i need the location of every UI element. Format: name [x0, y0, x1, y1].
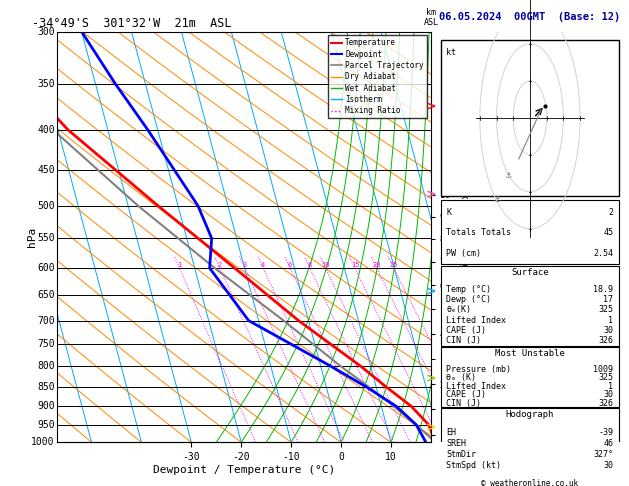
Text: 3: 3: [243, 262, 247, 268]
Text: 325: 325: [598, 373, 613, 382]
Text: 25: 25: [389, 262, 398, 268]
Text: Temp (°C): Temp (°C): [447, 285, 491, 294]
Text: hPa: hPa: [27, 227, 37, 247]
Text: 300: 300: [37, 27, 55, 36]
Text: 30: 30: [603, 461, 613, 470]
Text: 400: 400: [37, 125, 55, 135]
Text: 350: 350: [37, 79, 55, 89]
Text: 8: 8: [308, 262, 312, 268]
Text: >: >: [426, 421, 436, 434]
Text: -39: -39: [598, 428, 613, 437]
Text: K: K: [447, 208, 452, 217]
Text: 327°: 327°: [593, 450, 613, 459]
Text: StmDir: StmDir: [447, 450, 476, 459]
Text: 650: 650: [37, 290, 55, 300]
Text: 600: 600: [37, 263, 55, 273]
Text: Lifted Index: Lifted Index: [447, 382, 506, 391]
Text: © weatheronline.co.uk: © weatheronline.co.uk: [481, 479, 579, 486]
Text: 45: 45: [603, 228, 613, 237]
Text: 900: 900: [37, 401, 55, 411]
Text: 326: 326: [598, 399, 613, 408]
Text: 1: 1: [608, 382, 613, 391]
Text: 30: 30: [603, 390, 613, 399]
Text: EH: EH: [447, 428, 457, 437]
Text: 325: 325: [598, 305, 613, 314]
Text: θₑ(K): θₑ(K): [447, 305, 471, 314]
Text: 500: 500: [37, 201, 55, 211]
Y-axis label: Mixing Ratio (g/kg): Mixing Ratio (g/kg): [459, 181, 469, 293]
Text: 950: 950: [37, 420, 55, 430]
Text: 800: 800: [37, 361, 55, 371]
Text: 1: 1: [177, 262, 182, 268]
Text: Surface: Surface: [511, 268, 548, 277]
Text: 17: 17: [603, 295, 613, 304]
Text: Pressure (mb): Pressure (mb): [447, 365, 511, 374]
Bar: [441, 347, 619, 407]
Text: CAPE (J): CAPE (J): [447, 326, 486, 335]
Text: Dewp (°C): Dewp (°C): [447, 295, 491, 304]
Text: ⚓: ⚓: [504, 171, 511, 180]
Text: 6: 6: [288, 262, 292, 268]
Text: 30: 30: [603, 326, 613, 335]
Text: θₑ (K): θₑ (K): [447, 373, 476, 382]
Text: 4: 4: [261, 262, 265, 268]
Bar: [441, 266, 619, 346]
Text: 46: 46: [603, 439, 613, 448]
Text: 326: 326: [598, 336, 613, 345]
Text: Hodograph: Hodograph: [506, 410, 554, 419]
Text: CAPE (J): CAPE (J): [447, 390, 486, 399]
Text: Lifted Index: Lifted Index: [447, 315, 506, 325]
Text: 10: 10: [321, 262, 330, 268]
Text: 1000: 1000: [31, 437, 55, 447]
Bar: [441, 40, 619, 196]
Bar: [441, 200, 619, 263]
Text: StmSpd (kt): StmSpd (kt): [447, 461, 501, 470]
Text: 700: 700: [37, 315, 55, 326]
Text: >: >: [426, 188, 436, 201]
Text: 2.54: 2.54: [593, 249, 613, 258]
Text: Most Unstable: Most Unstable: [495, 348, 565, 358]
Text: SREH: SREH: [447, 439, 467, 448]
Text: CIN (J): CIN (J): [447, 336, 481, 345]
Text: >: >: [426, 373, 436, 385]
Text: 1: 1: [608, 315, 613, 325]
Text: 450: 450: [37, 165, 55, 175]
Text: kt: kt: [447, 48, 457, 57]
Text: Totals Totals: Totals Totals: [447, 228, 511, 237]
Text: 18.9: 18.9: [593, 285, 613, 294]
Text: PW (cm): PW (cm): [447, 249, 481, 258]
Text: 15: 15: [351, 262, 359, 268]
Text: 1009: 1009: [593, 365, 613, 374]
Text: >: >: [426, 101, 436, 113]
Text: km
ASL: km ASL: [423, 8, 438, 28]
Legend: Temperature, Dewpoint, Parcel Trajectory, Dry Adiabat, Wet Adiabat, Isotherm, Mi: Temperature, Dewpoint, Parcel Trajectory…: [328, 35, 427, 118]
Text: 2: 2: [608, 208, 613, 217]
Text: -34°49'S  301°32'W  21m  ASL: -34°49'S 301°32'W 21m ASL: [32, 17, 231, 31]
Text: 2: 2: [218, 262, 222, 268]
Text: 550: 550: [37, 233, 55, 243]
Text: ⚓: ⚓: [493, 195, 500, 205]
Text: >: >: [426, 285, 436, 298]
Text: 850: 850: [37, 382, 55, 392]
Text: 06.05.2024  00GMT  (Base: 12): 06.05.2024 00GMT (Base: 12): [439, 12, 621, 22]
Text: 20: 20: [372, 262, 381, 268]
Text: 750: 750: [37, 339, 55, 349]
Text: CIN (J): CIN (J): [447, 399, 481, 408]
Bar: [441, 408, 619, 471]
X-axis label: Dewpoint / Temperature (°C): Dewpoint / Temperature (°C): [153, 465, 335, 475]
